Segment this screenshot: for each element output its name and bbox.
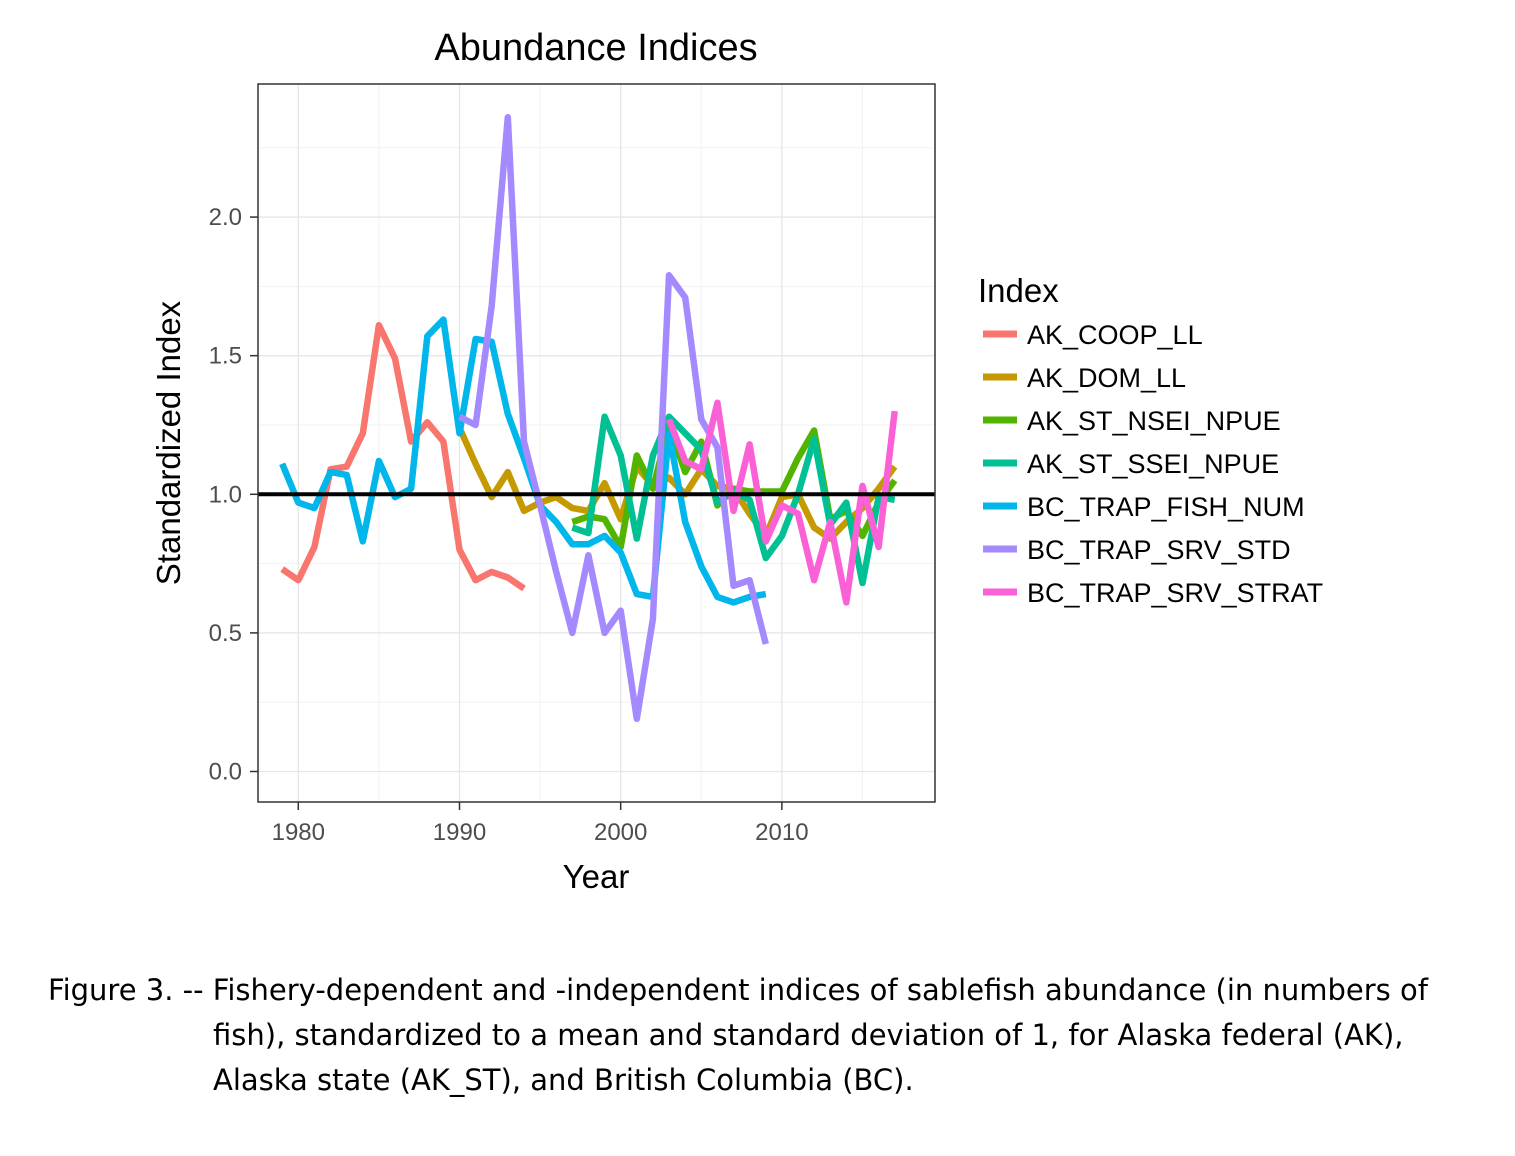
legend-label-bc-trap-srv-std: BC_TRAP_SRV_STD: [1027, 535, 1291, 565]
plot-panel: [258, 84, 935, 802]
x-tick-label: 1990: [433, 819, 486, 846]
plot-border: [257, 83, 936, 803]
legend-label-bc-trap-fish-num: BC_TRAP_FISH_NUM: [1027, 492, 1305, 522]
x-tick-label: 2010: [755, 819, 808, 846]
legend-label-ak-dom-ll: AK_DOM_LL: [1027, 363, 1186, 393]
legend-label-ak-st-nsei-npue: AK_ST_NSEI_NPUE: [1027, 406, 1281, 436]
series-line-bc-trap-fish-num: [279, 316, 767, 606]
x-tick-label: 1980: [272, 819, 325, 846]
y-axis-title: Standardized Index: [150, 300, 187, 585]
y-tick-label: 1.0: [209, 481, 242, 508]
legend-title: Index: [978, 272, 1059, 309]
legend-label-ak-coop-ll: AK_COOP_LL: [1027, 320, 1203, 350]
caption-line-3: Alaska state (AK_ST), and British Columb…: [213, 1063, 914, 1097]
y-tick-label: 0.5: [209, 620, 242, 647]
caption-line-1: Figure 3. -- Fishery-dependent and -inde…: [48, 973, 1428, 1007]
series-layer: [279, 114, 898, 723]
caption-line-2: fish), standardized to a mean and standa…: [213, 1018, 1404, 1052]
x-axis-title: Year: [563, 858, 630, 895]
y-tick-label: 0.0: [209, 759, 242, 786]
x-tick-label: 2000: [594, 819, 647, 846]
y-tick-label: 1.5: [209, 343, 242, 370]
legend-label-ak-st-ssei-npue: AK_ST_SSEI_NPUE: [1027, 449, 1279, 479]
chart-title: Abundance Indices: [434, 27, 757, 69]
series-line-ak-coop-ll: [280, 321, 526, 592]
series-line-bc-trap-srv-std: [458, 114, 769, 723]
figure-caption: Figure 3. -- Fishery-dependent and -inde…: [48, 968, 1488, 1103]
y-tick-label: 2.0: [209, 204, 242, 231]
series-line-bc-trap-srv-strat: [665, 399, 898, 606]
legend-label-bc-trap-srv-strat: BC_TRAP_SRV_STRAT: [1027, 578, 1323, 608]
x-axis: 1980 1990 2000 2010: [272, 802, 809, 846]
legend: Index AK_COOP_LL AK_DOM_LL AK_ST_NSEI_NPUE…: [978, 272, 1323, 608]
y-axis: 0.0 0.5 1.0 1.5 2.0: [209, 204, 258, 786]
abundance-chart: Abundance Indices 1980 1990 2000 2010 0.00.…: [150, 27, 1323, 895]
